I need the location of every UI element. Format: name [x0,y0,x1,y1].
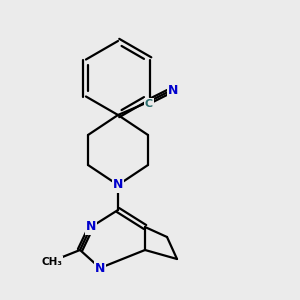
Text: N: N [168,83,178,97]
Text: N: N [113,178,123,191]
Text: N: N [86,220,96,233]
Text: N: N [95,262,105,275]
Text: CH₃: CH₃ [41,257,62,267]
Text: C: C [145,99,153,109]
